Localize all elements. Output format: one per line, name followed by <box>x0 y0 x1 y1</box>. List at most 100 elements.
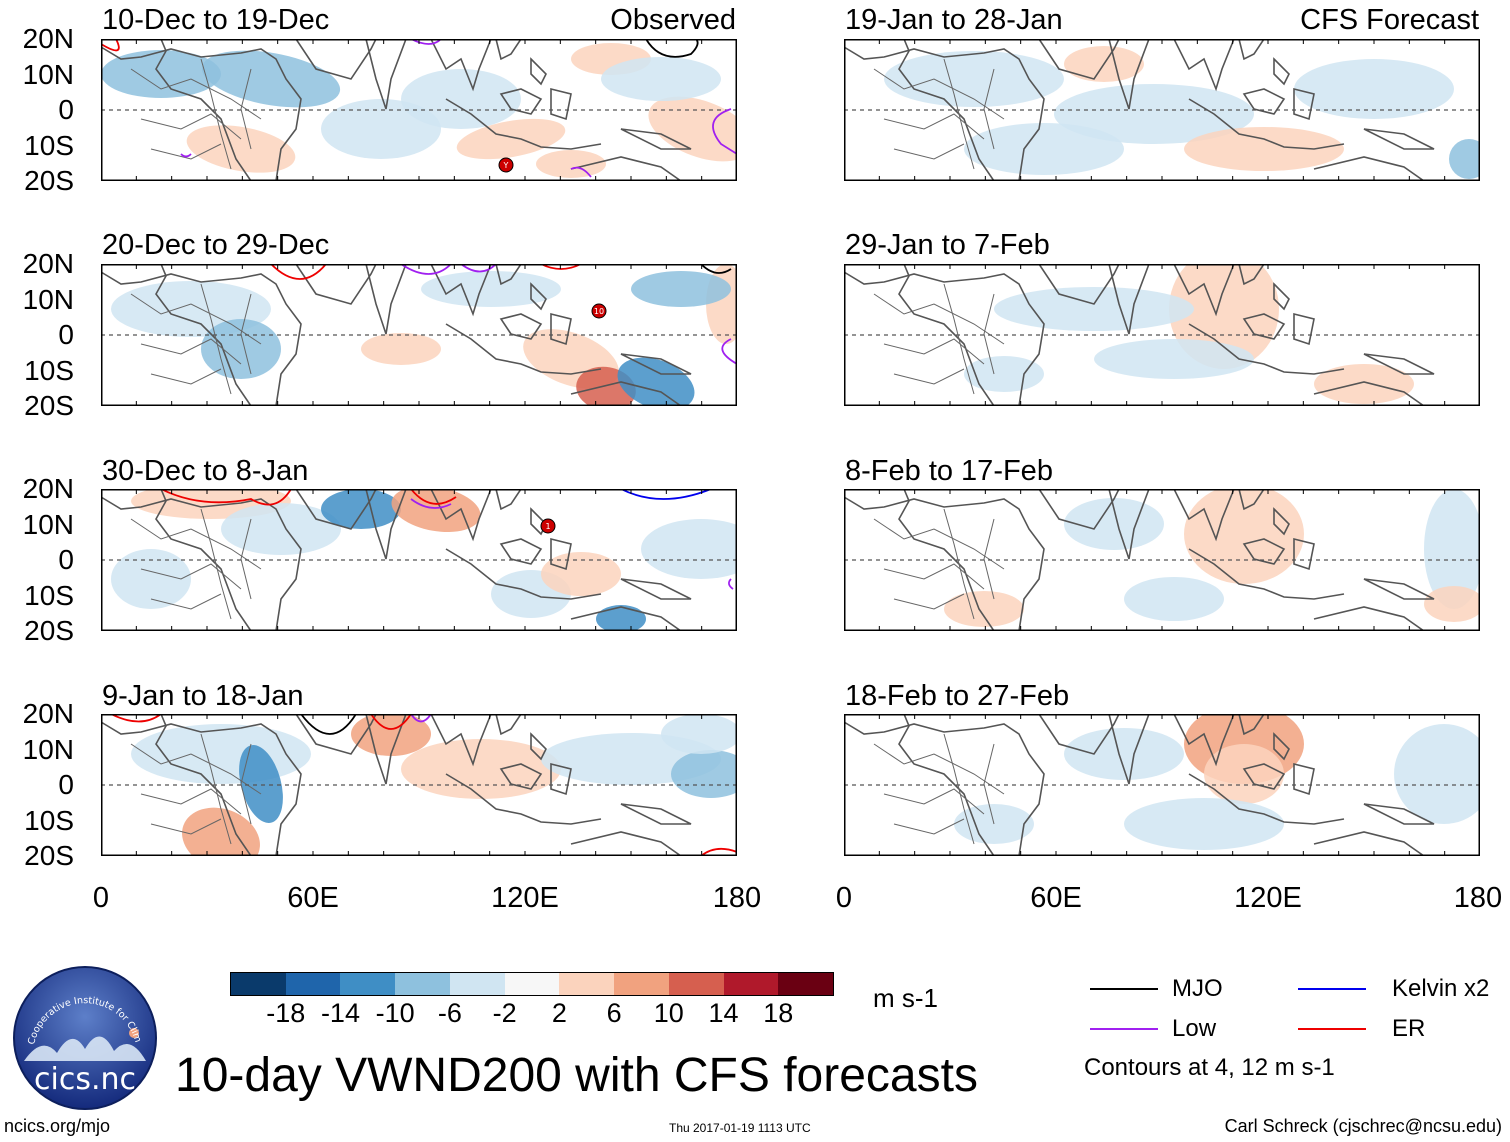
contour-line <box>400 264 452 275</box>
coastline <box>1238 489 1265 511</box>
contour-line <box>180 153 192 158</box>
contour-line <box>270 264 327 280</box>
panel-title-3: 30-Dec to 8-Jan <box>102 455 309 487</box>
contours-note: Contours at 4, 12 m s-1 <box>1084 1054 1335 1081</box>
coastline <box>1238 714 1265 736</box>
coastline <box>365 714 407 785</box>
coastline <box>898 489 995 631</box>
coastline <box>101 271 302 406</box>
country-border <box>240 68 252 150</box>
coastline <box>1173 714 1235 767</box>
country-border <box>873 293 1005 345</box>
coastline <box>155 264 252 406</box>
country-border <box>893 368 965 385</box>
anomaly-shading <box>661 714 737 754</box>
coastline <box>295 264 377 305</box>
country-border <box>150 593 222 610</box>
country-border <box>140 338 242 365</box>
panel-title-4: 9-Jan to 18-Jan <box>102 680 304 712</box>
colorbar-swatch <box>340 973 397 995</box>
contour-line <box>410 489 457 505</box>
country-border <box>943 733 975 845</box>
y-label: 0 <box>58 319 74 350</box>
main-title: 10-day VWND200 with CFS forecasts <box>175 1049 978 1102</box>
anomaly-shading <box>596 605 646 631</box>
coastline <box>1108 39 1150 110</box>
coastline <box>1242 88 1286 115</box>
map-svg-2: 10 <box>101 264 737 406</box>
x-label-left-120e: 120E <box>491 882 559 914</box>
legend-line-mjo <box>1090 988 1158 990</box>
y-label: 20N <box>22 698 74 729</box>
country-border <box>873 743 1005 795</box>
coastline <box>898 39 995 181</box>
anomaly-shading <box>964 356 1044 392</box>
coastline <box>1038 489 1120 530</box>
colorbar-tick-label: -18 <box>266 998 306 1028</box>
coastline <box>499 538 543 565</box>
footer-timestamp: Thu 2017-01-19 1113 UTC <box>669 1121 811 1135</box>
contour-line <box>700 847 737 856</box>
contour-line <box>300 714 357 735</box>
coastline <box>1238 264 1265 286</box>
map-panel-2: 10 <box>101 264 737 406</box>
country-border <box>140 563 242 590</box>
y-label: 10S <box>24 804 74 836</box>
coastline <box>499 763 543 790</box>
anomaly-shading <box>617 357 695 406</box>
country-border <box>150 368 222 385</box>
y-label: 10N <box>22 733 74 765</box>
x-label-right-180: 180 <box>1453 882 1503 914</box>
coastline <box>1273 282 1290 311</box>
x-label-left-180: 180 <box>712 882 762 914</box>
coastline <box>1038 39 1120 80</box>
panel-title-7: 8-Feb to 17-Feb <box>845 455 1053 487</box>
anomaly-shading <box>1094 339 1254 379</box>
colorbar <box>230 972 834 996</box>
y-label: 20N <box>22 473 74 504</box>
map-svg-8 <box>844 714 1480 856</box>
country-border <box>983 68 995 150</box>
map-svg-1: Y <box>101 39 737 181</box>
coastline <box>1313 831 1425 856</box>
anomaly-shading <box>1064 728 1184 780</box>
y-label: 20S <box>24 615 74 646</box>
country-border <box>883 788 985 815</box>
coastline <box>1173 39 1235 92</box>
anomaly-shading <box>641 519 737 579</box>
y-label: 20S <box>24 840 74 871</box>
coastline <box>430 714 492 767</box>
country-border <box>873 518 1005 570</box>
country-border <box>140 113 242 140</box>
coastline <box>898 264 995 406</box>
y-label: 20N <box>22 23 74 54</box>
anomaly-shading <box>944 591 1024 627</box>
country-border <box>140 788 242 815</box>
anomaly-shading <box>201 50 341 108</box>
colorbar-swatch <box>231 973 287 995</box>
anomaly-shading <box>239 745 283 823</box>
anomaly-shading <box>391 489 481 533</box>
anomaly-shading <box>401 69 521 129</box>
coastline <box>1173 489 1235 542</box>
anomaly-shading <box>601 57 721 101</box>
coastline <box>844 271 1045 406</box>
coastline <box>365 489 407 560</box>
coastline <box>1242 313 1286 340</box>
y-label: 10S <box>24 129 74 161</box>
footer-url[interactable]: ncics.org/mjo <box>4 1116 111 1136</box>
coastline <box>495 39 522 61</box>
anomaly-shading <box>1064 498 1164 550</box>
map-panel-5 <box>844 39 1480 181</box>
coastline <box>530 507 547 536</box>
coastline <box>1173 264 1235 317</box>
colorbar-tick-label: 2 <box>551 998 567 1028</box>
coastline <box>1293 537 1315 571</box>
coastline <box>1108 264 1150 335</box>
logo-text: cics.nc <box>34 1062 136 1097</box>
coastline <box>445 548 602 600</box>
colorbar-tick-label: -10 <box>375 998 415 1028</box>
legend-label-low: Low <box>1172 1015 1217 1042</box>
country-border <box>130 68 262 120</box>
coastline <box>530 732 547 761</box>
